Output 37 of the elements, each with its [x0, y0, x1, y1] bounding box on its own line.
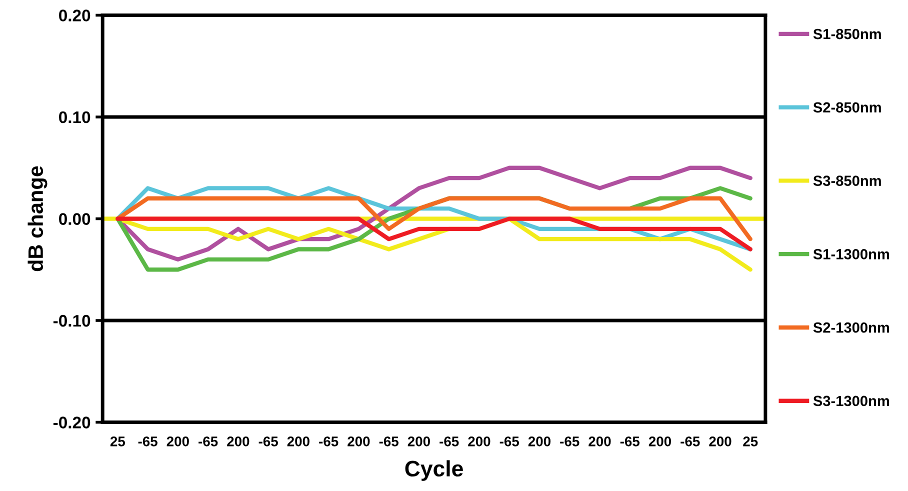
legend-label: S1-1300nm — [813, 249, 890, 260]
x-tick-label: -65 — [379, 436, 398, 446]
x-tick-label: 200 — [287, 436, 310, 446]
x-tick-label: -65 — [620, 436, 640, 446]
x-tick-label: 200 — [468, 436, 490, 446]
y-axis-title: dB change — [28, 166, 48, 272]
line-series — [116, 216, 752, 252]
y-tick-label: -0.20 — [53, 416, 90, 428]
legend-label: S3-1300nm — [813, 396, 890, 406]
x-tick-label: 200 — [348, 436, 370, 446]
y-tick-label: 0.20 — [59, 10, 90, 22]
x-tick-label: -65 — [258, 436, 278, 446]
x-tick-label: -65 — [319, 436, 338, 446]
x-tick-label: 200 — [408, 436, 430, 446]
y-tick-label: 0.00 — [59, 213, 90, 225]
y-tick-label: -0.10 — [53, 314, 90, 327]
x-tick-label: 25 — [110, 436, 126, 446]
legend-label: S2-1300nm — [813, 322, 890, 333]
legend-label: S3-850nm — [813, 176, 881, 186]
x-tick-label: -65 — [500, 436, 519, 446]
y-tick-label: 0.10 — [59, 111, 90, 124]
x-tick-label: -65 — [198, 436, 218, 446]
x-axis-title: Cycle — [405, 460, 463, 481]
line-series — [116, 196, 752, 242]
x-tick-label: 200 — [166, 436, 189, 446]
x-tick-label: -65 — [138, 436, 158, 446]
x-tick-label: -65 — [440, 436, 459, 446]
x-tick-label: -65 — [680, 436, 700, 446]
x-tick-label: -65 — [560, 436, 580, 446]
x-tick-label: 200 — [528, 436, 550, 446]
x-tick-label: 25 — [743, 436, 758, 446]
x-tick-label: 200 — [648, 436, 672, 446]
x-tick-label: 200 — [588, 436, 611, 446]
x-tick-label: 200 — [227, 436, 250, 446]
legend-label: S1-850nm — [813, 28, 881, 40]
legend-label: S2-850nm — [813, 102, 881, 113]
x-tick-label: 200 — [709, 436, 732, 446]
